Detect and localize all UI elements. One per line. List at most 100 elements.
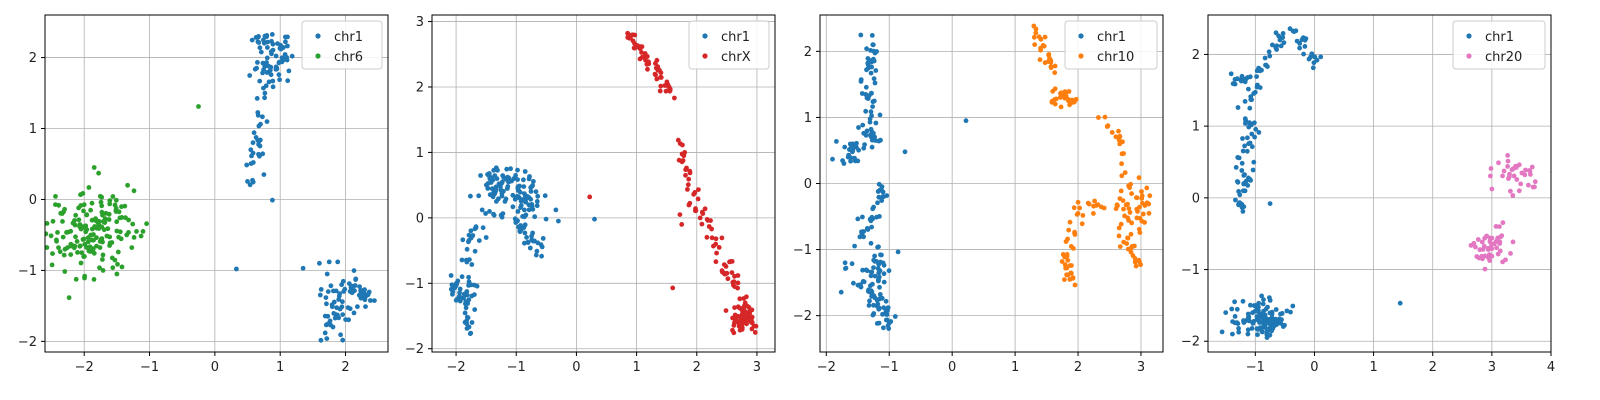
point-chrX	[704, 234, 710, 240]
point-chr6	[113, 197, 119, 203]
point-chr6	[140, 229, 146, 234]
point-chr1	[860, 279, 866, 284]
point-chr1	[515, 209, 521, 214]
point-chr1	[1245, 183, 1251, 188]
point-chr10	[1060, 252, 1066, 257]
point-chr10	[1128, 181, 1133, 187]
point-chr1	[253, 135, 259, 140]
point-chr1	[846, 152, 852, 158]
point-chr1	[335, 312, 340, 318]
point-chr1	[1255, 309, 1261, 315]
point-chr1	[526, 207, 532, 213]
point-chr1	[250, 160, 256, 165]
point-chr1	[499, 191, 505, 196]
point-chr6	[89, 200, 95, 206]
point-chr1	[285, 43, 290, 49]
point-chr10	[1080, 213, 1086, 218]
point-chr1	[322, 313, 328, 319]
point-chr6	[102, 220, 108, 226]
chart-panel-1: −2 −1 0 1 2 −2 −1 0 1 2 chr1 chr6	[18, 14, 389, 375]
point-chrX	[699, 209, 705, 215]
point-chr20	[1495, 251, 1501, 257]
point-chr1	[485, 185, 491, 191]
point-chrX	[654, 76, 660, 82]
point-chr1	[528, 185, 534, 191]
point-chr1	[864, 46, 869, 52]
point-chrX	[739, 313, 744, 318]
point-chr6	[81, 254, 87, 259]
point-chr1	[262, 33, 268, 39]
point-chr10	[1118, 221, 1124, 227]
point-chr1	[871, 58, 877, 64]
point-chr1	[862, 142, 867, 148]
point-chrX	[739, 327, 745, 332]
point-chr1	[524, 235, 529, 240]
point-chr10	[1125, 235, 1130, 241]
point-chr1	[1247, 177, 1253, 182]
point-chr20	[1532, 179, 1538, 185]
point-chr1	[317, 292, 323, 298]
point-chr6	[50, 218, 56, 224]
point-chr1	[466, 274, 471, 280]
series-chr1	[830, 32, 969, 331]
point-chr10	[1128, 231, 1134, 237]
point-chrX	[655, 64, 661, 70]
point-chr1	[1233, 197, 1238, 203]
point-chr1	[1245, 311, 1251, 317]
point-chr1	[1249, 326, 1255, 331]
point-chr6	[60, 234, 66, 240]
point-chr1	[1259, 293, 1264, 299]
point-chr10	[1063, 90, 1069, 96]
point-chr1	[252, 66, 258, 72]
point-chr1	[860, 214, 865, 220]
point-chr20	[1488, 173, 1493, 179]
point-chr6	[56, 245, 61, 251]
point-chr1	[877, 292, 883, 297]
point-chr1	[1242, 116, 1248, 122]
point-chr1	[317, 260, 322, 266]
point-chr6	[61, 252, 67, 258]
y-tick-label: −2	[18, 335, 37, 350]
point-chrX	[702, 206, 708, 212]
point-chr1	[871, 265, 876, 270]
point-chr10	[1133, 263, 1139, 269]
point-chr1	[539, 244, 545, 250]
point-chr6	[126, 217, 131, 223]
point-chr1	[483, 211, 488, 216]
point-chr1	[1255, 82, 1260, 88]
point-chr1	[1244, 148, 1250, 154]
point-chr1	[858, 79, 864, 84]
point-chr10	[1058, 91, 1063, 96]
point-chr1	[261, 172, 267, 178]
point-chr6	[119, 204, 124, 210]
point-chr10	[1062, 277, 1067, 282]
point-chr6	[131, 188, 137, 194]
point-chr1	[502, 199, 508, 204]
point-chr10	[1067, 263, 1073, 268]
point-chr10	[1139, 189, 1144, 194]
point-chr6	[115, 249, 121, 255]
point-chr10	[1067, 102, 1072, 108]
point-chr1	[881, 325, 886, 331]
point-chrX	[749, 314, 755, 320]
point-chr1	[478, 173, 483, 178]
point-chr1	[851, 280, 856, 286]
point-chrX	[685, 187, 690, 192]
point-chr1	[340, 299, 345, 305]
point-chr1	[1243, 178, 1249, 184]
point-chr1	[1251, 159, 1257, 165]
point-chrX	[693, 208, 698, 214]
point-chr6	[96, 170, 101, 176]
point-chr1	[515, 185, 521, 191]
point-chr6	[115, 261, 120, 267]
point-chrX	[644, 54, 650, 59]
point-chrX	[676, 157, 682, 163]
point-chrX	[675, 137, 681, 143]
point-chr1	[491, 167, 497, 173]
point-chr1	[872, 80, 878, 86]
point-chr1	[340, 312, 346, 317]
point-chr1	[1230, 331, 1235, 337]
point-chr1	[283, 34, 288, 40]
point-chr1	[881, 271, 887, 277]
point-chr6	[119, 264, 125, 270]
